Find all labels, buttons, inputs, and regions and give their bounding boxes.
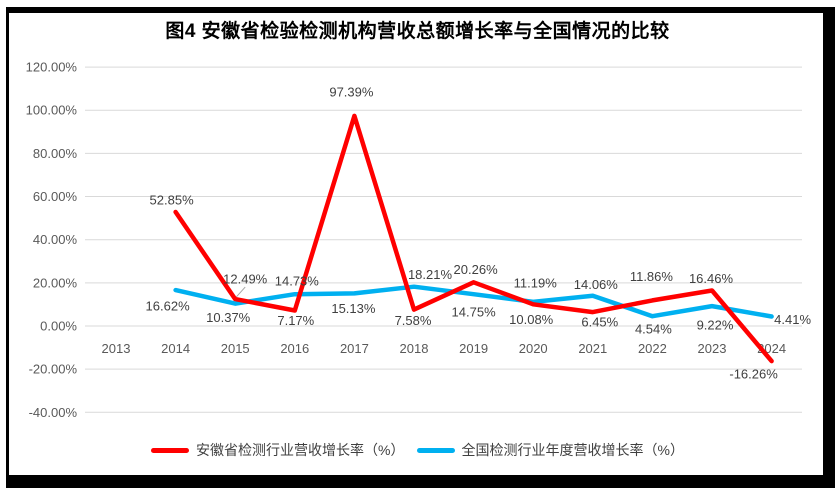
series-line [173,284,774,319]
data-label: 14.75% [452,305,497,320]
data-label: 4.54% [635,322,672,337]
legend-line-swatch-red [151,447,190,453]
x-axis-tick-label: 2020 [519,341,548,356]
x-axis-tick-label: 2017 [340,341,369,356]
x-axis-tick-label: 2016 [280,341,309,356]
legend-label-national: 全国检测行业年度营收增长率（%） [461,442,684,458]
data-label: 7.17% [277,313,314,328]
data-label: 97.39% [329,84,374,99]
x-axis-tick-label: 2023 [698,341,727,356]
data-label: 14.06% [574,277,619,292]
y-axis-tick-label: -40.00% [29,405,78,420]
data-label: -16.26% [729,367,778,382]
x-axis-tick-label: 2021 [578,341,607,356]
data-label: 11.86% [630,269,674,284]
x-axis-tick-label: 2015 [221,341,250,356]
legend-item-anhui: 安徽省检测行业营收增长率（%） [151,440,405,460]
data-label: 20.26% [454,262,499,277]
y-axis-tick-label: 120.00% [26,60,78,75]
data-label: 6.45% [581,315,618,330]
data-label: 18.21% [408,267,453,282]
y-axis-tick-label: 20.00% [33,275,78,290]
data-label: 16.46% [689,271,734,286]
data-label: 11.19% [514,275,558,290]
y-axis-tick-label: 100.00% [26,103,78,118]
x-axis-tick-label: 2018 [400,341,429,356]
data-label: 7.58% [395,313,432,328]
y-axis-tick-label: 80.00% [33,146,78,161]
x-axis-tick-label: 2013 [102,341,131,356]
series-line [173,113,774,364]
y-axis-tick-label: -20.00% [29,362,78,377]
data-label: 10.37% [206,310,251,325]
data-label: 14.73% [275,274,320,289]
legend-item-national: 全国检测行业年度营收增长率（%） [416,440,684,460]
x-axis-tick-label: 2022 [638,341,667,356]
data-label: 4.41% [774,312,811,327]
data-label: 12.49% [223,272,268,287]
y-axis-tick-label: 0.00% [40,319,77,334]
y-axis-tick-label: 40.00% [33,232,78,247]
data-label: 15.13% [331,301,376,316]
data-label: 10.08% [509,312,554,327]
data-label: 52.85% [150,193,195,208]
y-axis-tick-label: 60.00% [33,189,78,204]
data-label: 9.22% [697,318,734,333]
chart-legend: 安徽省检测行业营收增长率（%） 全国检测行业年度营收增长率（%） [0,440,835,460]
legend-line-swatch-blue [416,447,455,453]
chart-title: 图4 安徽省检验检测机构营收总额增长率与全国情况的比较 [165,21,670,42]
figure-border [6,7,835,488]
data-label-leader-line [235,286,246,298]
x-axis-tick-label: 2014 [161,341,190,356]
data-label: 16.62% [146,299,191,314]
x-axis-tick-label: 2019 [459,341,488,356]
legend-label-anhui: 安徽省检测行业营收增长率（%） [196,442,405,458]
